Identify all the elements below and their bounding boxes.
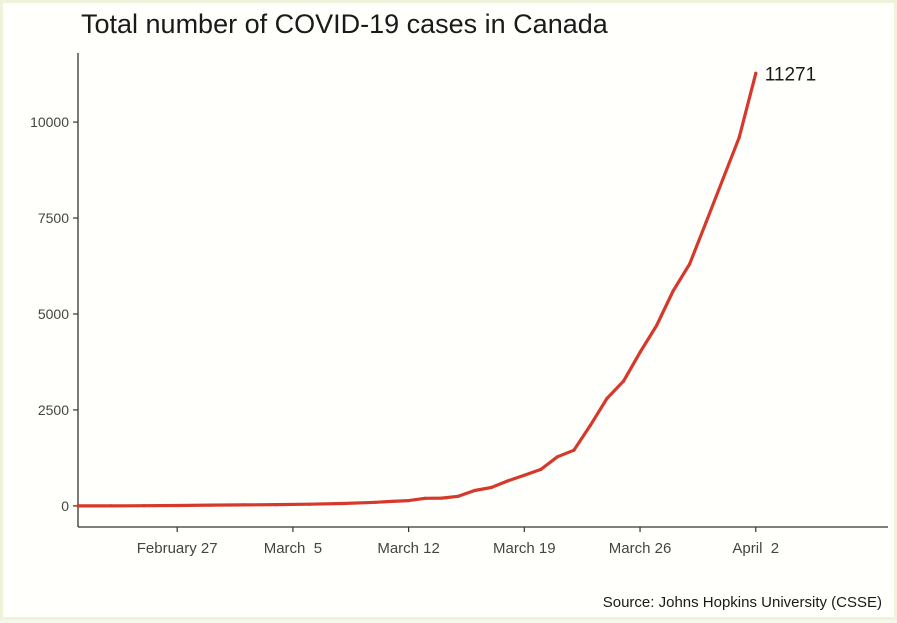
data-point [274, 503, 278, 507]
y-tick-label: 2500 [38, 402, 69, 418]
data-point [688, 262, 692, 266]
data-point [142, 504, 146, 508]
data-point [671, 289, 675, 293]
axes: 0 2500 5000 7500 10000 February 27 March 5 Marc… [30, 53, 888, 557]
data-point [737, 135, 741, 139]
data-point [721, 178, 725, 182]
data-point [175, 503, 179, 508]
data-point [423, 496, 427, 500]
data-point [440, 496, 444, 500]
data-point [605, 396, 609, 400]
line-chart: 0 2500 5000 7500 10000 February 27 March 5 Marc… [30, 53, 888, 557]
y-tick-label: 10000 [30, 114, 69, 130]
series-layer: 11271 [76, 64, 816, 508]
chart-title: Total number of COVID-19 cases in Canada [81, 9, 608, 39]
x-tick-label: April 2 [732, 540, 779, 557]
data-point [76, 504, 80, 508]
data-point [704, 220, 708, 224]
x-tick-label: March 12 [377, 540, 440, 557]
series-line [76, 71, 758, 508]
data-point [340, 501, 345, 506]
x-tick-label: March 26 [609, 540, 672, 557]
data-point [555, 455, 560, 459]
x-tick-label: March 5 [264, 540, 322, 557]
data-point [208, 503, 212, 507]
data-point [374, 500, 378, 504]
data-point [754, 71, 758, 75]
data-point [506, 479, 510, 483]
data-point [539, 467, 543, 471]
data-point [572, 448, 576, 452]
x-tick-label: March 19 [493, 540, 556, 557]
data-point [638, 350, 642, 354]
data-point [473, 488, 477, 493]
y-tick-label: 7500 [38, 210, 69, 226]
data-point [109, 504, 113, 508]
source-caption: Source: Johns Hopkins University (CSSE) [602, 594, 882, 611]
data-point [588, 423, 593, 427]
data-point [655, 323, 659, 328]
data-point [241, 503, 245, 507]
data-point [621, 379, 626, 383]
data-point [489, 485, 493, 490]
x-tick-label: February 27 [137, 540, 218, 557]
end-value-label: 11271 [765, 64, 816, 85]
y-tick-label: 5000 [38, 306, 69, 322]
y-tick-label: 0 [61, 498, 69, 514]
data-point [307, 502, 311, 506]
data-point [390, 499, 394, 503]
data-point [407, 499, 411, 503]
data-point [456, 494, 460, 498]
data-point [522, 473, 526, 477]
